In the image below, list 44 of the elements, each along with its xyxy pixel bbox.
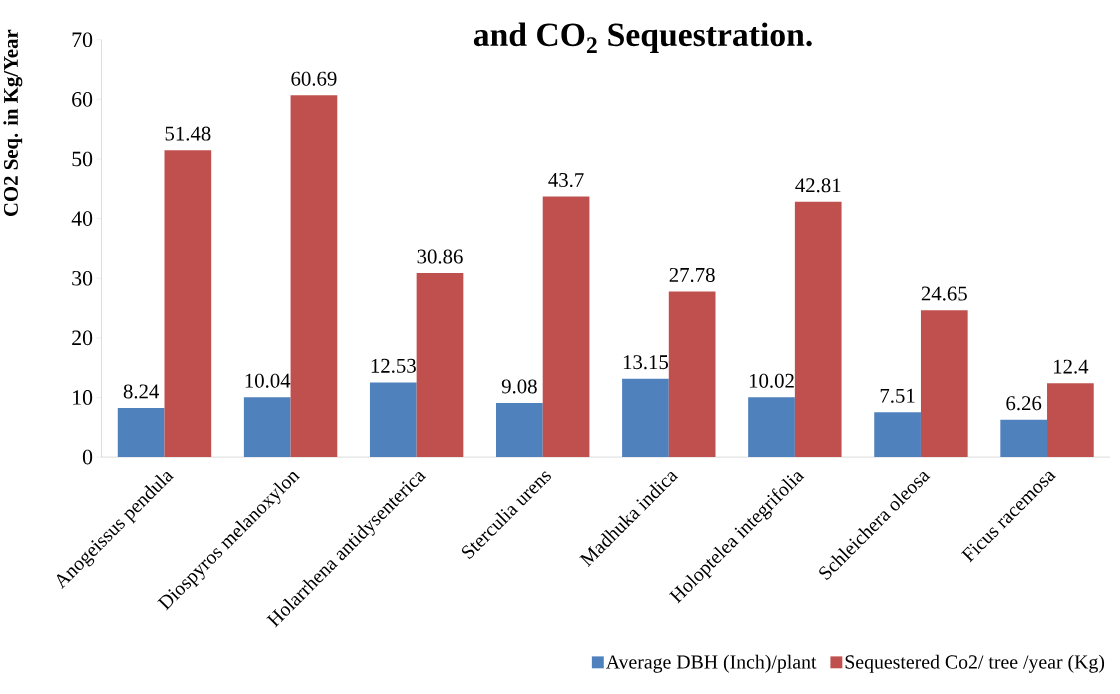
bar [1047,383,1094,458]
data-label: 12.4 [1054,359,1089,374]
bar [369,382,417,458]
y-axis-title: CO2 Seq. in Kg/Year [3,30,23,217]
bar [794,202,842,458]
y-tick-label: 0 [82,449,93,465]
data-label: 43.7 [548,173,584,188]
bar [117,408,165,458]
y-tick-label: 70 [72,32,93,48]
data-label: 10.04 [245,373,291,388]
y-tick-label: 40 [71,211,93,227]
legend-label: Sequestered Co2/ tree /year (Kg) [845,654,1105,673]
data-label: 7.51 [880,389,915,404]
data-label: 8.24 [123,384,160,399]
data-label: 9.08 [501,379,537,394]
data-label: 60.69 [291,71,337,86]
y-tick-label: 20 [72,330,93,346]
data-label: 42.81 [795,178,841,193]
data-label: 27.78 [669,268,715,283]
bar [416,273,464,458]
bar [542,196,590,458]
data-label: 10.02 [749,373,794,389]
bar [622,378,669,458]
data-label: 6.26 [1006,396,1042,411]
y-tick-label: 30 [72,271,93,286]
bar [668,291,716,458]
data-label: 51.48 [165,126,211,141]
bar [874,412,921,458]
data-label: 12.53 [371,359,416,374]
data-label: 13.15 [623,355,669,370]
bar [290,95,338,458]
y-tick-label: 10 [73,390,93,406]
y-tick-label: 60 [72,92,93,107]
chart-title: and CO$_{2}$ Sequestration. [473,22,812,54]
bar [496,403,543,458]
bar [164,150,212,458]
bar [243,397,291,458]
data-label: 30.86 [417,249,463,264]
legend-label: Average DBH (Inch)/plant [605,654,817,673]
bar [1000,419,1048,458]
y-tick-label: 50 [72,151,93,167]
data-label: 24.65 [921,286,967,301]
bar [748,397,795,458]
bar [920,310,968,458]
